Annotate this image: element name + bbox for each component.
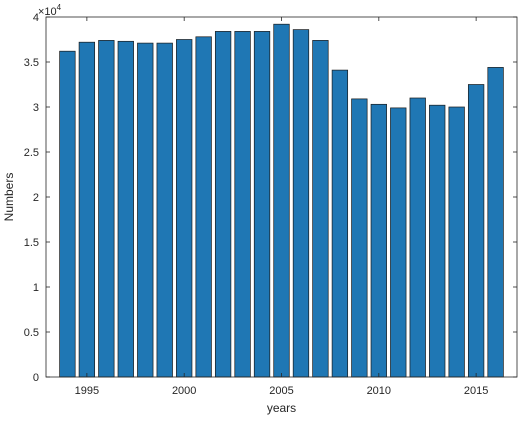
- bar-2006: [292, 29, 310, 378]
- x-tick-label: 2000: [172, 385, 196, 397]
- bar-2000: [176, 39, 193, 378]
- bar-2015: [467, 84, 485, 378]
- bar-1996: [98, 40, 115, 378]
- y-tick-label: 1.5: [24, 237, 39, 249]
- bar-1997: [117, 40, 134, 378]
- bar-1994: [59, 50, 76, 378]
- y-tick-label: 4: [33, 12, 39, 24]
- bar-2005: [273, 23, 290, 378]
- x-tick-label: 2005: [269, 385, 293, 397]
- bar-2009: [351, 98, 368, 378]
- y-axis-multiplier-base: ×10: [38, 6, 57, 18]
- y-tick-label: 3: [33, 102, 39, 114]
- bar-2004: [253, 31, 271, 378]
- bar-1999: [156, 42, 173, 378]
- y-tick-label: 0: [33, 372, 39, 384]
- y-tick-label: 1: [33, 282, 39, 294]
- bar-1998: [137, 42, 154, 378]
- x-tick-label: 2015: [464, 385, 488, 397]
- bar-2011: [390, 107, 407, 378]
- y-axis-multiplier-exponent: 4: [57, 3, 62, 12]
- bar-2014: [448, 106, 465, 378]
- bar-2003: [234, 31, 251, 378]
- x-axis-ticks: 1995 2000 2005 2010 2015: [75, 17, 488, 397]
- bar-1995: [78, 41, 96, 378]
- bar-2016: [487, 67, 504, 378]
- y-tick-label: 2.5: [24, 147, 39, 159]
- bar-series: [59, 23, 504, 378]
- bar-2007: [312, 40, 329, 378]
- bar-2013: [429, 104, 446, 378]
- bar-2010: [370, 103, 387, 378]
- y-axis-label: Numbers: [2, 173, 16, 222]
- bar-2012: [409, 97, 426, 378]
- x-tick-label: 2010: [367, 385, 391, 397]
- x-axis-label: years: [267, 401, 296, 415]
- bar-2002: [214, 31, 232, 378]
- y-axis-ticks: 0 0.5 1 1.5 2 2.5 3 3.5 4: [24, 12, 517, 384]
- y-axis-multiplier: ×104: [38, 3, 62, 18]
- bar-2001: [195, 36, 212, 378]
- y-tick-label: 3.5: [24, 57, 39, 69]
- x-tick-label: 1995: [75, 385, 99, 397]
- y-tick-label: 0.5: [24, 327, 39, 339]
- bar-2008: [331, 69, 349, 378]
- y-tick-label: 2: [33, 192, 39, 204]
